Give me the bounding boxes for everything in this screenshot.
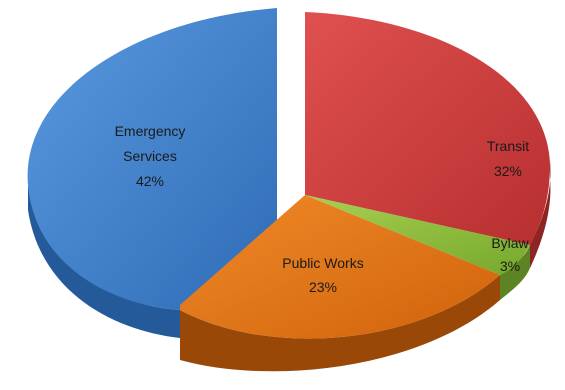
label-transit: Transit [487,138,529,154]
slice-bylaw[interactable] [305,195,530,275]
slice-tops [27,8,551,339]
slice-emergency-services[interactable] [27,8,277,310]
slice-side-transit [530,160,551,268]
label-bylaw: Bylaw [491,235,529,251]
slice-side-bylaw [500,245,530,300]
label-public-works-value: 23% [309,279,337,295]
slice-side-public-works [180,275,500,372]
label-emergency-services-line1: Emergency [115,123,186,139]
label-public-works: Public Works [282,255,363,271]
slice-public-works[interactable] [180,195,500,339]
label-emergency-services-line2: Services [123,148,177,164]
label-emergency-services-value: 42% [136,173,164,189]
label-bylaw-value: 3% [500,258,520,274]
slice-labels: Emergency Services 42% Transit 32% Bylaw… [115,123,530,295]
slice-transit[interactable] [305,12,551,245]
label-transit-value: 32% [494,163,522,179]
